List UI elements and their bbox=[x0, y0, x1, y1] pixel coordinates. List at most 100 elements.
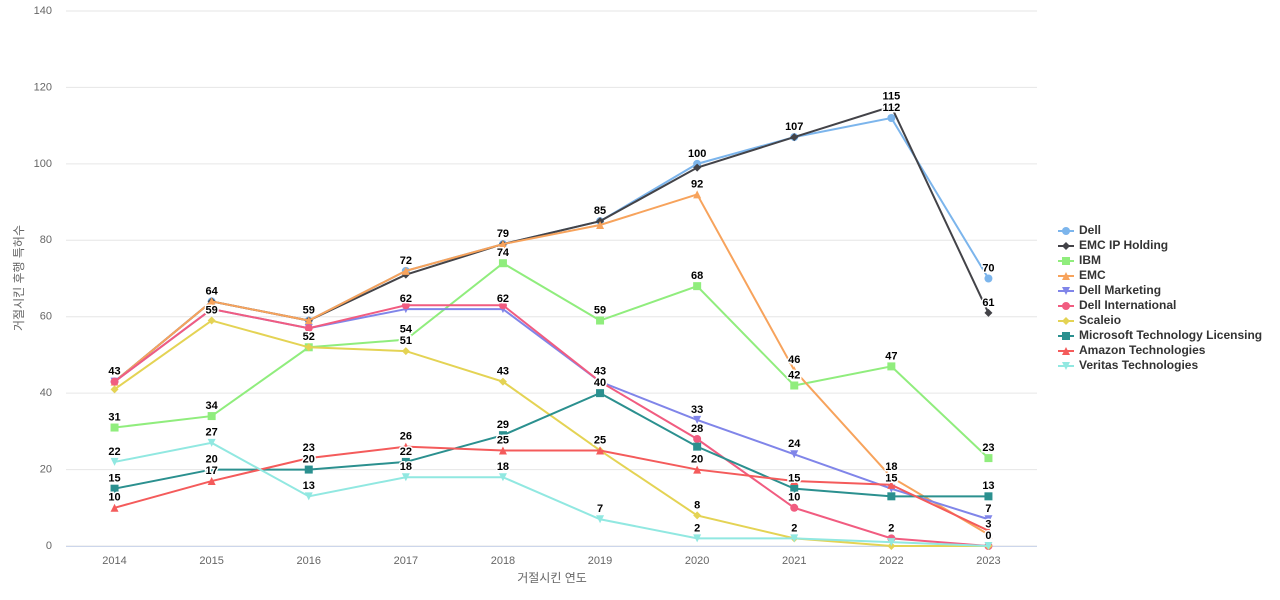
data-label: 43 bbox=[594, 366, 606, 378]
data-label: 64 bbox=[206, 285, 219, 297]
y-tick-label: 140 bbox=[34, 5, 52, 17]
marker bbox=[887, 473, 896, 482]
legend-label: Veritas Technologies bbox=[1079, 358, 1198, 372]
data-label: 59 bbox=[206, 304, 218, 316]
label-layer: 4364597279851001071127011561313452547459… bbox=[107, 89, 996, 543]
data-label: 27 bbox=[206, 427, 218, 439]
marker bbox=[887, 538, 896, 547]
legend-item[interactable]: Dell bbox=[1058, 223, 1101, 237]
marker bbox=[207, 297, 216, 306]
x-tick-label: 2015 bbox=[199, 555, 223, 567]
legend-label: Dell bbox=[1079, 223, 1101, 237]
marker bbox=[1062, 347, 1070, 355]
series-line bbox=[114, 445, 989, 532]
data-label: 79 bbox=[497, 228, 509, 240]
marker bbox=[304, 316, 313, 325]
data-label: 29 bbox=[497, 419, 509, 431]
series-line bbox=[113, 193, 989, 536]
legend-item[interactable]: Amazon Technologies bbox=[1058, 343, 1206, 357]
legend-label: EMC bbox=[1079, 268, 1106, 282]
data-label: 13 bbox=[982, 480, 994, 492]
legend-label: Microsoft Technology Licensing bbox=[1079, 328, 1262, 342]
x-tick-label: 2023 bbox=[976, 555, 1000, 567]
data-label: 115 bbox=[882, 90, 900, 102]
x-tick-label: 2017 bbox=[394, 555, 418, 567]
marker bbox=[304, 454, 313, 463]
data-label: 62 bbox=[497, 293, 509, 305]
legend-label: IBM bbox=[1079, 253, 1101, 267]
marker bbox=[790, 484, 799, 493]
marker bbox=[984, 308, 993, 317]
legend-item[interactable]: EMC IP Holding bbox=[1058, 238, 1168, 252]
data-label: 23 bbox=[303, 442, 315, 454]
marker bbox=[401, 473, 410, 482]
marker bbox=[693, 415, 702, 424]
data-label: 20 bbox=[206, 453, 218, 465]
series-line bbox=[114, 392, 989, 498]
data-label: 43 bbox=[108, 366, 120, 378]
data-label: 15 bbox=[108, 473, 120, 485]
x-tick-label: 2022 bbox=[879, 555, 903, 567]
data-label: 70 bbox=[982, 262, 994, 274]
marker bbox=[790, 381, 799, 390]
marker bbox=[1062, 242, 1070, 250]
marker bbox=[498, 259, 507, 268]
x-tick-label: 2016 bbox=[297, 555, 321, 567]
marker bbox=[693, 442, 702, 451]
marker bbox=[498, 301, 507, 310]
marker bbox=[984, 542, 993, 550]
marker bbox=[984, 515, 993, 524]
data-label: 22 bbox=[108, 446, 120, 458]
marker bbox=[498, 473, 507, 482]
legend-item[interactable]: Dell Marketing bbox=[1058, 283, 1161, 297]
data-label: 61 bbox=[982, 297, 994, 309]
x-axis-title: 거절시킨 연도 bbox=[517, 571, 587, 585]
legend-item[interactable]: Scaleio bbox=[1058, 313, 1121, 327]
data-label: 31 bbox=[108, 411, 120, 423]
data-label: 85 bbox=[594, 205, 606, 217]
data-label: 13 bbox=[303, 480, 315, 492]
marker bbox=[1062, 362, 1070, 370]
data-label: 25 bbox=[594, 434, 606, 446]
marker bbox=[207, 316, 216, 325]
marker bbox=[984, 274, 993, 283]
legend-item[interactable]: Dell International bbox=[1058, 298, 1176, 312]
data-label: 47 bbox=[885, 350, 897, 362]
marker bbox=[110, 484, 119, 493]
data-label: 112 bbox=[882, 102, 900, 114]
data-label: 0 bbox=[985, 530, 991, 542]
legend-item[interactable]: Microsoft Technology Licensing bbox=[1058, 328, 1262, 342]
marker bbox=[790, 450, 799, 459]
marker bbox=[596, 377, 605, 386]
y-tick-label: 0 bbox=[46, 540, 52, 552]
marker bbox=[790, 534, 799, 543]
marker bbox=[887, 114, 896, 122]
data-label: 28 bbox=[691, 423, 703, 435]
marker bbox=[401, 442, 410, 451]
data-label: 59 bbox=[594, 304, 606, 316]
data-label: 22 bbox=[400, 446, 412, 458]
legend-item[interactable]: EMC bbox=[1058, 268, 1106, 282]
data-label: 3 bbox=[985, 518, 991, 530]
data-label: 17 bbox=[206, 465, 218, 477]
data-label: 40 bbox=[594, 377, 606, 389]
marker bbox=[984, 526, 993, 535]
marker bbox=[790, 477, 799, 486]
legend-item[interactable]: Veritas Technologies bbox=[1058, 358, 1198, 372]
marker bbox=[1062, 287, 1070, 295]
data-label: 74 bbox=[497, 247, 510, 259]
marker bbox=[984, 454, 993, 463]
marker bbox=[887, 102, 896, 111]
marker bbox=[596, 446, 605, 455]
marker bbox=[498, 377, 507, 386]
marker bbox=[401, 335, 410, 344]
x-tick-label: 2019 bbox=[588, 555, 612, 567]
x-tick-label: 2021 bbox=[782, 555, 806, 567]
marker bbox=[693, 534, 702, 543]
series-line bbox=[113, 304, 989, 547]
marker bbox=[401, 266, 410, 275]
marker bbox=[1062, 332, 1070, 340]
marker bbox=[304, 465, 313, 474]
legend-item[interactable]: IBM bbox=[1058, 253, 1101, 267]
